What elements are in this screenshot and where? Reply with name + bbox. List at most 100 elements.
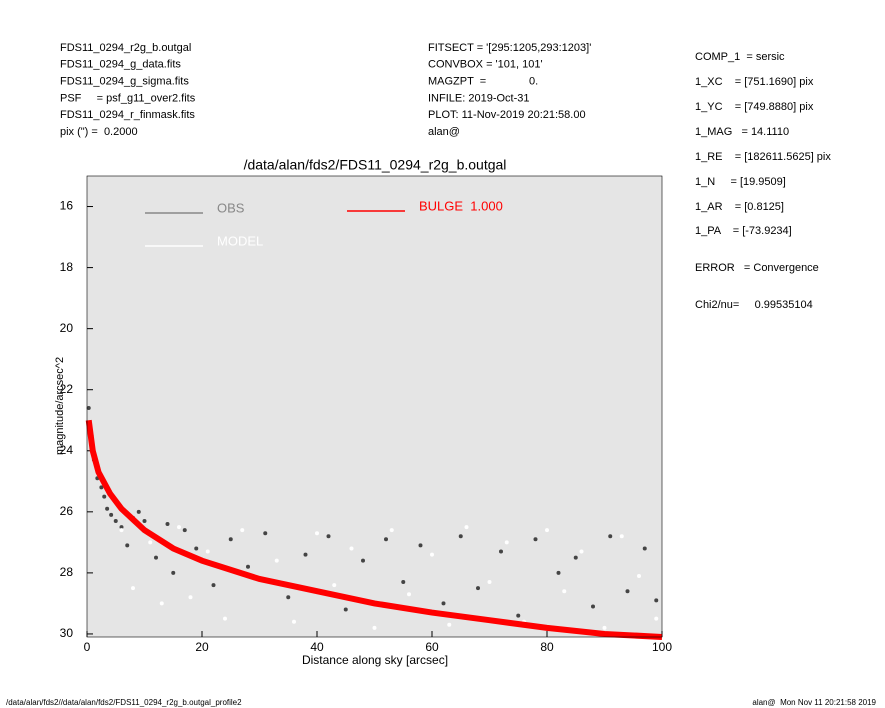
data-point — [136, 509, 141, 514]
y-tick-label: 24 — [60, 443, 74, 457]
data-point — [591, 604, 595, 609]
data-point — [188, 595, 193, 600]
data-point — [418, 543, 423, 548]
data-point — [332, 583, 337, 588]
data-point — [119, 528, 124, 533]
header-left-line: PSF = psf_g11_over2.fits — [60, 92, 196, 104]
data-point — [263, 531, 268, 536]
legend-label: MODEL — [217, 233, 263, 248]
header-left-line: FDS11_0294_g_data.fits — [60, 59, 181, 71]
data-point — [109, 512, 114, 517]
y-tick-label: 22 — [60, 382, 74, 396]
model-curve — [85, 419, 663, 640]
y-tick-label: 18 — [60, 260, 74, 274]
data-point — [487, 580, 492, 585]
y-tick-label: 28 — [60, 565, 74, 579]
data-point — [533, 537, 538, 542]
data-point — [211, 583, 216, 588]
data-point — [86, 406, 91, 411]
y-tick-label: 26 — [60, 504, 74, 518]
header-left-line: FDS11_0294_r_finmask.fits — [60, 109, 195, 121]
data-point — [372, 625, 377, 630]
header-left-line: FDS11_0294_g_sigma.fits — [60, 76, 189, 88]
x-tick-label: 80 — [540, 640, 554, 654]
fit-parameter: 1_AR = [0.8125] — [695, 201, 784, 213]
header-middle-line: INFILE: 2019-Oct-31 — [428, 92, 530, 104]
data-point — [326, 534, 331, 539]
data-point — [407, 592, 411, 597]
header-left-line: FDS11_0294_r2g_b.outgal — [60, 42, 191, 54]
x-tick-label: 100 — [652, 640, 672, 654]
data-point — [343, 607, 348, 612]
data-point — [349, 546, 354, 551]
data-point — [142, 518, 147, 523]
x-tick-label: 40 — [310, 640, 324, 654]
footer-right: alan@ Mon Nov 11 20:21:58 2019 — [752, 698, 876, 707]
data-point — [545, 528, 549, 533]
legend-label: OBS — [217, 200, 245, 215]
data-point — [194, 546, 199, 551]
data-point — [516, 613, 521, 618]
data-point — [499, 549, 503, 554]
fit-parameter: 1_YC = [749.8880] pix — [695, 101, 814, 113]
plot-area — [87, 176, 662, 637]
data-point — [102, 494, 107, 499]
data-point — [303, 552, 308, 557]
chart-title: /data/alan/fds2/FDS11_0294_r2g_b.outgal — [244, 157, 507, 173]
plot-frame — [86, 175, 663, 638]
data-point — [654, 598, 659, 603]
data-point — [119, 525, 124, 530]
data-point — [602, 625, 607, 630]
data-point — [148, 540, 153, 545]
data-point — [389, 528, 394, 533]
header-middle-line: CONVBOX = '101, 101' — [428, 59, 543, 71]
fit-parameter: 1_N = [19.9509] — [695, 176, 786, 188]
fit-parameter: 1_XC = [751.1690] pix — [695, 76, 814, 88]
header-left-line: pix (") = 0.2000 — [60, 126, 138, 138]
data-point — [171, 570, 176, 575]
data-point — [125, 543, 130, 548]
data-point — [579, 549, 584, 554]
footer-left: /data/alan/fds2//data/alan/fds2/FDS11_02… — [6, 698, 242, 707]
data-point — [562, 589, 567, 594]
data-point — [286, 595, 291, 600]
data-point — [205, 549, 210, 554]
data-point — [637, 573, 641, 578]
data-point — [458, 534, 463, 539]
data-point — [447, 622, 452, 627]
data-point — [315, 531, 319, 536]
data-point — [99, 485, 104, 490]
legend-label: BULGE 1.000 — [419, 198, 503, 213]
data-point — [608, 534, 613, 539]
y-tick-label: 30 — [60, 626, 74, 640]
data-point — [625, 589, 630, 594]
fit-parameter: 1_MAG = 14.1110 — [695, 126, 789, 138]
data-point — [642, 546, 647, 551]
data-point — [504, 540, 509, 545]
header-middle-line: alan@ — [428, 126, 460, 138]
header-middle-line: FITSECT = '[295:1205,293:1203]' — [428, 42, 591, 54]
data-point — [556, 570, 561, 575]
fit-parameter: ERROR = Convergence — [695, 262, 819, 274]
data-point — [361, 558, 365, 563]
data-point — [154, 555, 158, 560]
data-point — [182, 528, 187, 533]
y-tick-label: 20 — [60, 321, 74, 335]
data-point — [113, 518, 118, 523]
data-point — [464, 525, 469, 530]
fit-parameter: 1_PA = [-73.9234] — [695, 225, 792, 237]
data-point — [573, 555, 578, 560]
header-middle-line: MAGZPT = 0. — [428, 76, 538, 88]
data-point — [654, 616, 659, 621]
data-point — [240, 528, 245, 533]
data-point — [430, 552, 434, 557]
data-point — [274, 558, 279, 563]
data-point — [476, 586, 480, 591]
header-middle-line: PLOT: 11-Nov-2019 20:21:58.00 — [428, 109, 586, 121]
data-point — [131, 586, 135, 591]
data-point — [246, 564, 250, 569]
fit-parameter: COMP_1 = sersic — [695, 51, 785, 63]
fit-parameter: Chi2/nu= 0.99535104 — [695, 299, 813, 311]
y-tick-label: 16 — [60, 199, 74, 213]
